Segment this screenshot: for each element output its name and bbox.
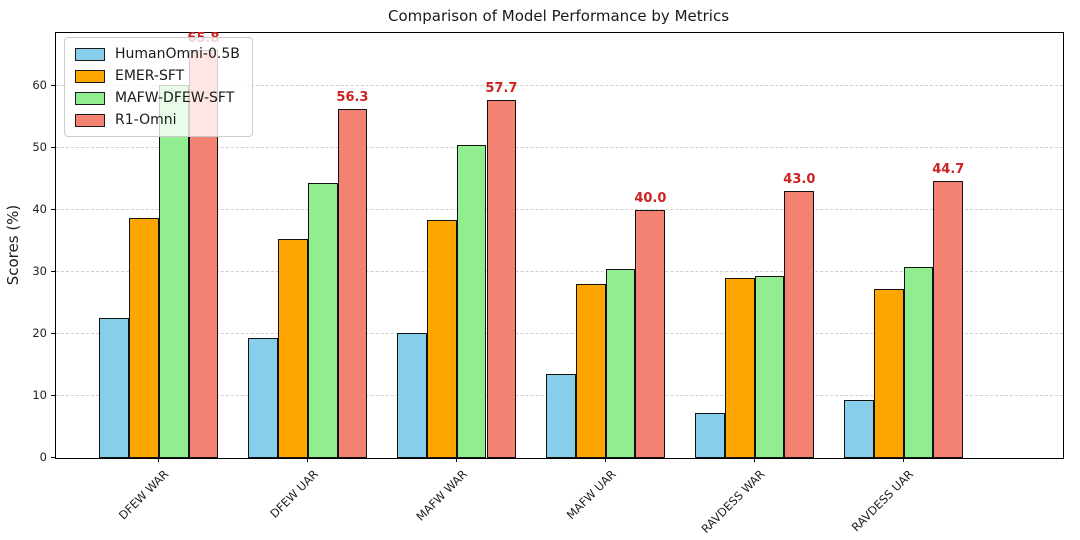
bar-mafw-dfew-sft-dfew-uar bbox=[307, 182, 338, 458]
bar-value-label-mafw-uar: 40.0 bbox=[634, 190, 667, 206]
bar-mafw-dfew-sft-ravdess-uar bbox=[903, 266, 934, 458]
y-tick-label-20: 20 bbox=[32, 325, 47, 340]
x-tick-mark-mafw-uar bbox=[604, 458, 606, 462]
x-tick-mark-dfew-war bbox=[157, 458, 159, 462]
y-tick-mark-30 bbox=[51, 270, 55, 272]
gridline-y-20 bbox=[56, 332, 1063, 334]
plot-area: 65.856.357.740.043.044.7 HumanOmni-0.5BE… bbox=[55, 31, 1064, 459]
x-tick-mark-ravdess-war bbox=[753, 458, 755, 462]
legend-swatch-icon bbox=[75, 113, 105, 127]
bar-r1-omni-ravdess-uar bbox=[933, 180, 964, 458]
x-tick-label-mafw-uar: MAFW UAR bbox=[563, 467, 619, 522]
y-tick-mark-10 bbox=[51, 394, 55, 396]
y-tick-mark-20 bbox=[51, 332, 55, 334]
bar-value-label-dfew-uar: 56.3 bbox=[336, 89, 369, 105]
bar-humanomni-0-5b-dfew-uar bbox=[248, 337, 278, 458]
x-tick-label-mafw-war: MAFW WAR bbox=[413, 467, 470, 524]
bar-emer-sft-ravdess-war bbox=[724, 278, 755, 458]
gridline-y-50 bbox=[56, 146, 1063, 148]
bar-humanomni-0-5b-mafw-uar bbox=[546, 374, 576, 458]
bar-emer-sft-mafw-war bbox=[426, 219, 457, 458]
bar-r1-omni-ravdess-war bbox=[784, 191, 815, 458]
bar-r1-omni-dfew-uar bbox=[337, 108, 368, 458]
bar-r1-omni-mafw-war bbox=[486, 100, 517, 458]
x-tick-mark-ravdess-uar bbox=[902, 458, 904, 462]
x-tick-label-ravdess-war: RAVDESS WAR bbox=[698, 467, 768, 536]
y-tick-label-50: 50 bbox=[32, 139, 47, 154]
legend-label: HumanOmni-0.5B bbox=[115, 46, 240, 62]
bar-r1-omni-mafw-uar bbox=[635, 209, 666, 458]
bar-mafw-dfew-sft-dfew-war bbox=[158, 84, 189, 458]
x-tick-label-dfew-war: DFEW WAR bbox=[116, 467, 172, 523]
y-tick-mark-40 bbox=[51, 208, 55, 210]
y-tick-label-40: 40 bbox=[32, 201, 47, 216]
y-tick-mark-50 bbox=[51, 146, 55, 148]
y-tick-label-10: 10 bbox=[32, 387, 47, 402]
gridline-y-40 bbox=[56, 208, 1063, 210]
bar-value-label-ravdess-uar: 44.7 bbox=[932, 161, 965, 177]
bar-emer-sft-dfew-uar bbox=[277, 239, 308, 458]
gridline-y-30 bbox=[56, 270, 1063, 272]
bar-humanomni-0-5b-ravdess-uar bbox=[844, 399, 874, 458]
y-tick-mark-60 bbox=[51, 84, 55, 86]
x-tick-label-dfew-uar: DFEW UAR bbox=[266, 467, 321, 521]
legend-swatch-icon bbox=[75, 91, 105, 105]
bar-humanomni-0-5b-mafw-war bbox=[397, 332, 427, 458]
legend-label: MAFW-DFEW-SFT bbox=[115, 90, 235, 106]
legend-item-r1-omni: R1-Omni bbox=[75, 112, 240, 128]
bar-emer-sft-mafw-uar bbox=[575, 284, 606, 458]
chart-title: Comparison of Model Performance by Metri… bbox=[387, 7, 730, 25]
gridline-y-60 bbox=[56, 84, 1063, 86]
legend-item-mafw-dfew-sft: MAFW-DFEW-SFT bbox=[75, 90, 240, 106]
legend-item-emer-sft: EMER-SFT bbox=[75, 68, 240, 84]
bar-humanomni-0-5b-ravdess-war bbox=[695, 412, 725, 458]
legend-swatch-icon bbox=[75, 69, 105, 83]
y-tick-label-0: 0 bbox=[39, 450, 47, 464]
bar-emer-sft-dfew-war bbox=[128, 217, 159, 458]
x-tick-mark-dfew-uar bbox=[306, 458, 308, 462]
bar-mafw-dfew-sft-mafw-uar bbox=[605, 269, 636, 458]
x-tick-mark-mafw-war bbox=[455, 458, 457, 462]
y-tick-label-30: 30 bbox=[32, 263, 47, 278]
bar-mafw-dfew-sft-mafw-war bbox=[456, 145, 487, 458]
y-tick-label-60: 60 bbox=[32, 77, 47, 92]
x-tick-label-ravdess-uar: RAVDESS UAR bbox=[849, 467, 917, 535]
legend-label: EMER-SFT bbox=[115, 68, 185, 84]
y-tick-mark-0 bbox=[51, 457, 55, 458]
bar-value-label-ravdess-war: 43.0 bbox=[783, 172, 816, 188]
legend-label: R1-Omni bbox=[115, 112, 177, 128]
bar-humanomni-0-5b-dfew-war bbox=[99, 317, 129, 458]
legend-swatch-icon bbox=[75, 47, 105, 61]
bar-value-label-mafw-war: 57.7 bbox=[485, 81, 518, 97]
legend: HumanOmni-0.5B EMER-SFT MAFW-DFEW-SFT R1-Om… bbox=[64, 37, 253, 137]
legend-item-humanomni-0-5b: HumanOmni-0.5B bbox=[75, 46, 240, 62]
bar-mafw-dfew-sft-ravdess-war bbox=[754, 276, 785, 458]
bar-emer-sft-ravdess-uar bbox=[873, 289, 904, 458]
